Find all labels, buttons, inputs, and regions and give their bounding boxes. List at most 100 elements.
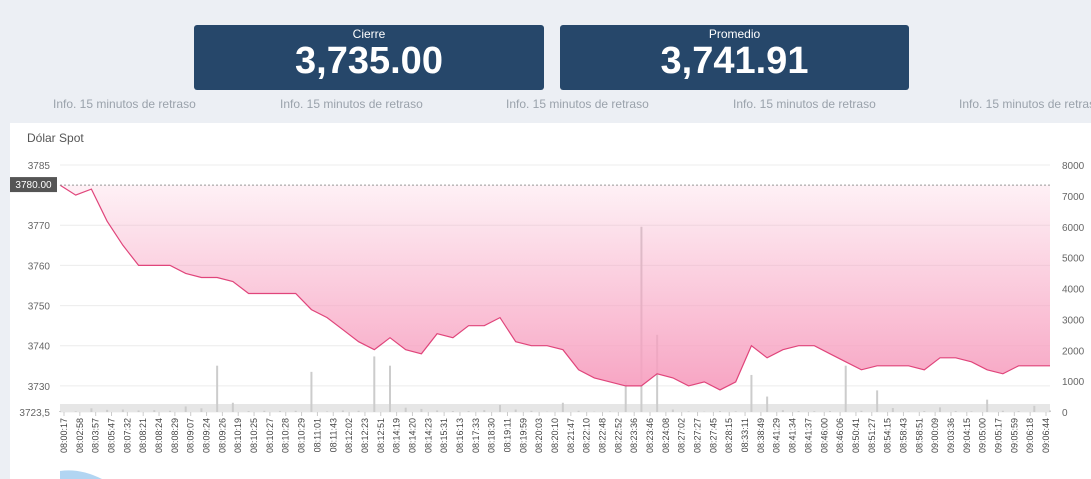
volume-bar — [106, 409, 109, 412]
x-tick-label: 08:14:23 — [423, 418, 433, 453]
x-tick-label: 08:41:29 — [772, 418, 782, 453]
x-tick-label: 08:33:11 — [740, 418, 750, 452]
x-tick-label: 08:16:13 — [455, 418, 465, 453]
volume-bar — [813, 411, 816, 412]
volume-bar — [876, 390, 879, 412]
volume-bar — [59, 411, 61, 412]
y2-tick-label: 6000 — [1062, 223, 1085, 234]
x-tick-label: 08:58:43 — [898, 418, 908, 453]
x-tick-label: 08:05:47 — [107, 418, 117, 453]
x-tick-label: 09:03:36 — [946, 418, 956, 453]
x-tick-label: 08:22:48 — [598, 418, 608, 453]
cierre-value: 3,735.00 — [295, 40, 443, 82]
volume-bar — [1001, 410, 1004, 412]
x-tick-label: 08:10:25 — [249, 418, 259, 453]
volume-bar — [970, 411, 973, 412]
x-tick-label: 08:46:00 — [819, 418, 829, 453]
volume-bar — [514, 409, 517, 412]
volume-bar — [781, 410, 784, 412]
volume-bar — [153, 410, 156, 412]
x-tick-label: 08:10:29 — [297, 418, 307, 453]
delay-note: Info. 15 minutos de retraso — [280, 97, 423, 111]
x-tick-label: 08:00:17 — [59, 418, 69, 453]
volume-bar — [373, 356, 376, 412]
x-tick-label: 08:14:20 — [407, 418, 417, 453]
volume-bar — [1017, 411, 1020, 412]
x-tick-label: 08:38:49 — [756, 418, 766, 453]
x-tick-label: 08:12:23 — [360, 418, 370, 453]
spot-chart[interactable]: 3785 3770 3760 3750 3740 3730 3723,5 8000 7000 60… — [10, 123, 1091, 479]
volume-bar — [121, 409, 124, 412]
delay-note: Info. 15 minutos de retraso — [53, 97, 196, 111]
promedio-label: Promedio — [708, 27, 761, 41]
navigator-area — [60, 470, 102, 479]
volume-bar — [137, 410, 140, 412]
x-tick-label: 08:27:27 — [693, 418, 703, 453]
x-tick-label: 09:00:09 — [930, 418, 940, 453]
x-tick-label: 08:09:07 — [186, 418, 196, 453]
y2-tick-label: 3000 — [1062, 315, 1085, 326]
x-tick-label: 09:05:59 — [1009, 418, 1019, 453]
volume-bar — [279, 410, 281, 412]
x-tick-label: 08:27:45 — [708, 418, 718, 453]
x-tick-label: 08:18:30 — [487, 418, 497, 453]
volume-bar — [467, 411, 470, 412]
volume-bar — [169, 410, 171, 412]
x-tick-label: 08:21:47 — [566, 418, 576, 453]
x-tick-label: 08:58:51 — [914, 418, 924, 453]
y2-tick-label: 1000 — [1062, 377, 1085, 388]
volume-bar — [766, 396, 769, 412]
volume-bar — [247, 411, 250, 412]
volume-bar — [671, 409, 674, 412]
volume-bar — [310, 371, 313, 412]
x-tick-label: 08:46:06 — [835, 418, 845, 453]
x-tick-label: 08:23:46 — [645, 418, 655, 453]
x-tick-label: 08:08:24 — [154, 418, 164, 453]
y-tick-label: 3730 — [28, 382, 51, 393]
chart-title: Dólar Spot — [27, 131, 84, 145]
y-tick-label: 3740 — [28, 342, 51, 353]
promedio-card: Promedio 3,741.91 — [560, 25, 909, 90]
volume-bar — [750, 374, 753, 412]
y-tick-label: 3750 — [28, 302, 51, 313]
x-tick-label: 08:27:02 — [677, 418, 687, 453]
delay-note: Info. 15 minutos de retraso — [733, 97, 876, 111]
y-tick-label: 3723,5 — [19, 408, 50, 419]
cierre-card: Cierre 3,735.00 — [194, 25, 544, 90]
volume-bar — [687, 411, 690, 412]
volume-bar — [341, 410, 344, 412]
x-tick-label: 08:09:26 — [217, 418, 227, 453]
current-price-box — [10, 177, 57, 193]
volume-bar — [923, 411, 926, 412]
cierre-label: Cierre — [352, 27, 386, 41]
x-tick-label: 09:06:44 — [1041, 418, 1051, 453]
volume-bar — [184, 406, 187, 412]
current-price-label: 3780.00 — [15, 180, 52, 191]
volume-bar — [829, 411, 831, 412]
x-tick-label: 08:28:15 — [724, 418, 734, 453]
volume-bar — [216, 365, 219, 412]
volume-bar — [389, 365, 391, 412]
x-tick-label: 09:05:00 — [978, 418, 988, 453]
x-tick-label: 08:22:10 — [582, 418, 592, 453]
volume-bar — [326, 411, 329, 412]
volume-bar — [734, 411, 737, 412]
volume-bar — [420, 408, 423, 412]
volume-bar — [74, 411, 77, 412]
x-tick-label: 08:20:03 — [534, 418, 544, 453]
delay-note: Info. 15 minutos de retraso — [506, 97, 649, 111]
volume-bar — [891, 407, 894, 412]
x-tick-label: 08:11:43 — [328, 418, 338, 452]
volume-bar — [404, 407, 407, 412]
x-tick-label: 08:20:10 — [550, 418, 560, 453]
y2-tick-label: 7000 — [1062, 192, 1085, 203]
volume-bar — [624, 381, 627, 412]
volume-bar — [436, 410, 439, 412]
x-tick-label: 08:22:52 — [613, 418, 623, 453]
volume-bar — [939, 407, 941, 412]
volume-bar — [954, 411, 957, 412]
volume-bar — [797, 411, 800, 412]
y-tick-label: 3760 — [28, 261, 51, 272]
x-tick-label: 09:05:17 — [993, 418, 1003, 453]
chart-panel: Dólar Spot 3785 3770 3760 3750 3740 3730 3723,… — [10, 123, 1091, 479]
